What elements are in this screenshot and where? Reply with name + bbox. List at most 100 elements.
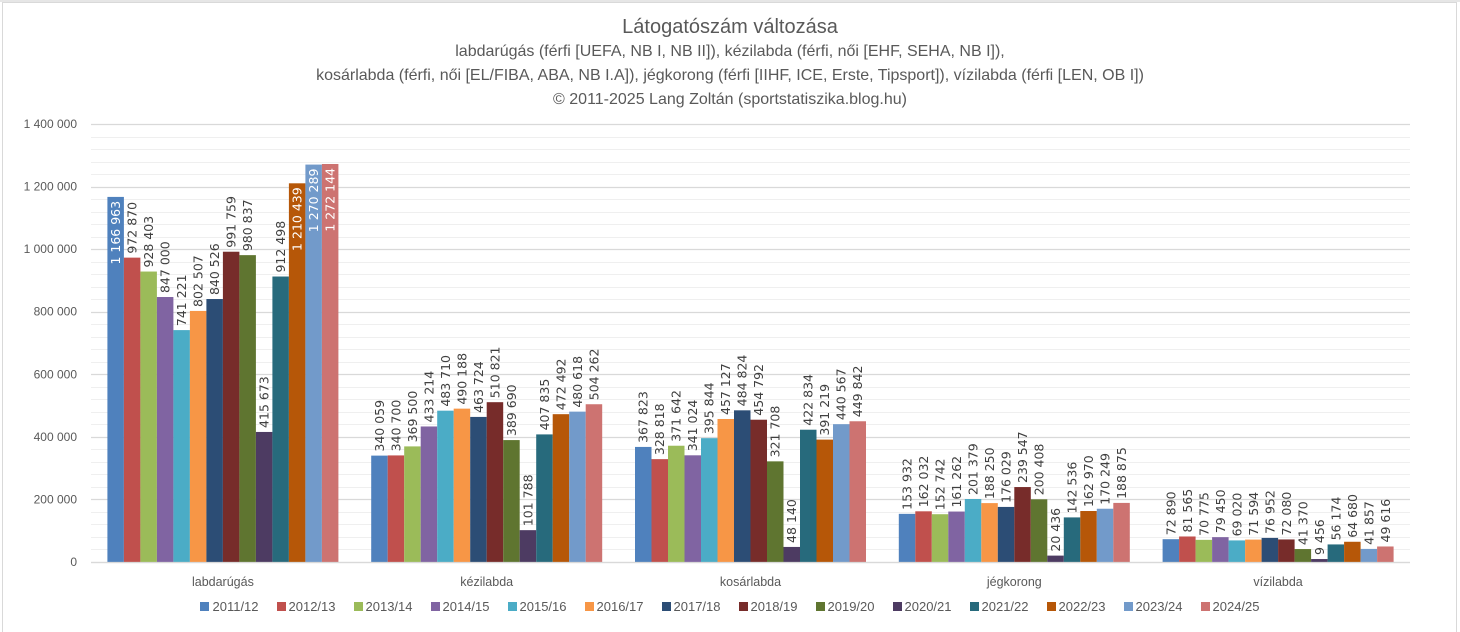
legend-swatch [430,602,440,611]
bar [931,514,949,562]
legend-item: 2011/12 [200,599,259,614]
bar [1162,539,1180,562]
data-label: 152 742 [933,459,948,511]
data-label: 9 456 [1312,519,1327,555]
data-label: 840 526 [207,243,222,295]
data-label: 71 594 [1246,492,1261,536]
bar [964,498,982,562]
bars [107,164,1394,563]
data-label: 72 080 [1279,492,1294,536]
x-axis: labdarúgás kézilabda kosárlabda jégkorong ví… [91,561,1410,589]
bar [783,546,800,562]
legend-label: 2017/18 [673,599,721,614]
data-label: 188 250 [982,447,997,499]
data-label: 79 450 [1213,489,1228,533]
data-label: 81 565 [1180,489,1195,533]
bar [1212,537,1229,562]
legend-label: 2012/13 [288,599,336,614]
legend-swatch [738,602,748,611]
y-tick-label: 1 200 000 [24,180,78,194]
legend-label: 2016/17 [596,599,644,614]
data-label: 188 875 [1114,447,1129,499]
bar [800,429,817,562]
bar [635,446,652,562]
data-label: 483 710 [438,355,453,407]
legend-item: 2018/19 [738,599,798,614]
data-label: 457 127 [718,363,733,415]
legend-item: 2013/14 [353,599,413,614]
data-label: 490 188 [454,353,469,405]
legend-item: 2017/18 [661,599,721,614]
bar [816,439,833,562]
data-label: 153 932 [900,458,915,510]
bar [305,164,322,563]
y-tick-label: 200 000 [34,492,78,506]
data-label: 980 837 [240,199,255,251]
legend-swatch [969,602,979,611]
bar [239,255,256,563]
legend-item: 2019/20 [815,599,875,614]
legend-label: 2014/15 [442,599,490,614]
bar [915,511,932,562]
legend-swatch [507,602,517,611]
bar [767,461,784,562]
bar [1278,539,1295,562]
bar [519,530,537,562]
data-label: 69 020 [1229,493,1244,537]
bar [1311,559,1328,562]
bar [173,330,190,562]
bar [651,459,668,562]
bar [552,414,570,562]
chart-subtitle-line1: labdarúgás (férfi [UEFA, NB I, NB II]), … [455,43,1005,60]
data-label: 41 857 [1361,501,1376,545]
data-label: 912 498 [273,221,288,273]
legend-swatch [815,602,825,611]
x-tick-label: kézilabda [460,575,513,589]
legend-label: 2024/25 [1212,599,1260,614]
bar [437,410,454,562]
data-label: 142 536 [1065,462,1080,514]
bar [948,511,965,562]
data-label: 972 870 [125,202,140,254]
bar [387,455,405,562]
data-label: 802 507 [191,255,206,307]
bar [288,183,306,562]
x-tick-label: jégkorong [986,575,1042,589]
bar [898,513,916,562]
bar [1113,502,1130,562]
legend-swatch [1123,602,1133,611]
legend-swatch [892,602,902,611]
data-label: 56 174 [1328,497,1343,541]
y-tick-label: 800 000 [34,305,78,319]
legend-label: 2011/12 [212,599,259,614]
legend-swatch [200,602,210,611]
data-label: 161 262 [949,456,964,508]
bar [255,431,273,562]
data-label: 201 379 [966,443,981,495]
legend-label: 2020/21 [904,599,952,614]
chart-titles: Látogatószám változása labdarúgás (férfi… [0,14,1460,112]
data-label: 371 642 [669,390,684,442]
data-label: 340 700 [388,400,403,452]
bar [997,506,1015,562]
data-label: 48 140 [784,499,799,543]
data-label: 454 792 [751,364,766,416]
legend-swatch [353,602,363,611]
top-border [0,0,1460,2]
bar [1294,549,1312,562]
data-label: 200 408 [1032,444,1047,496]
data-label: 101 788 [520,474,535,526]
data-label: 64 680 [1345,494,1360,538]
bar [569,411,586,562]
data-label: 847 000 [158,241,173,293]
data-label: 510 821 [487,346,502,398]
bar [107,196,124,562]
legend-item: 2016/17 [584,599,644,614]
data-label: 504 262 [586,349,601,401]
legend-swatch [1200,602,1210,611]
y-tick-label: 600 000 [34,367,78,381]
bar [156,297,174,562]
legend-item: 2024/25 [1200,599,1260,614]
bar [321,164,339,562]
